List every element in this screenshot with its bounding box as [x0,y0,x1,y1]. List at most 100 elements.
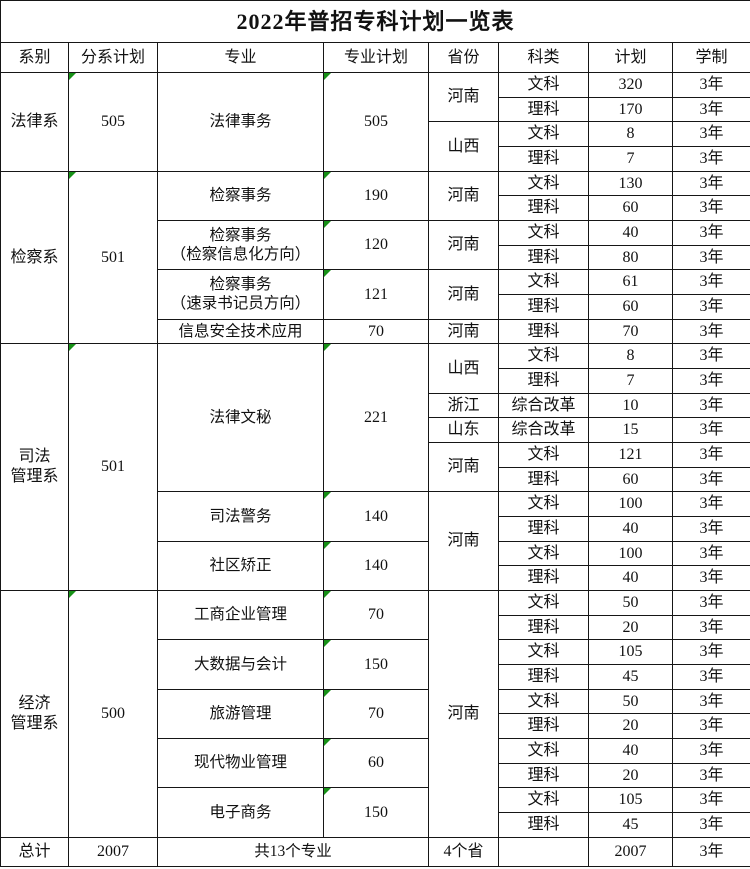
province-text: 浙江 [447,396,480,414]
duration-cell: 3年 [671,417,750,444]
major-cell: 旅游管理 [157,688,324,740]
category-text: 理科 [527,717,560,735]
duration-text: 3年 [699,297,724,315]
plan-cell: 100 [588,540,673,567]
major-plan-cell: 221 [323,343,429,493]
duration-text: 3年 [699,692,724,710]
duration-text: 3年 [699,791,724,809]
table-row: 旅游管理 70 文科 50 3年 [1,688,750,740]
duration-cell: 3年 [671,146,750,172]
duration-text: 3年 [699,643,724,661]
category-text: 理科 [527,297,560,315]
category-text: 文科 [527,495,560,513]
province-cell: 河南 [428,491,499,592]
duration-cell: 3年 [671,244,750,271]
dept-cell: 检察系 [0,170,69,345]
plan-text: 105 [618,791,643,809]
dept-plan-text: 500 [101,704,125,722]
duration-text: 3年 [699,100,724,118]
table-row: 经济 管理系 500 工商企业管理 70 河南 文科 50 3年 [0,590,750,838]
plan-cell: 10 [588,392,673,419]
duration-text: 3年 [699,223,724,241]
plan-cell: 121 [588,442,673,468]
category-text: 理科 [527,618,560,636]
duration-cell: 3年 [671,516,750,542]
plan-cell: 50 [588,688,673,715]
duration-cell: 3年 [671,491,750,518]
plan-text: 2007 [614,842,647,860]
plan-text: 7 [626,149,635,167]
plan-cell: 7 [588,368,673,394]
duration-cell: 3年 [671,812,750,838]
major-text: 电子商务 [209,803,272,821]
category-cell: 理科 [498,294,589,320]
duration-text: 3年 [699,842,724,860]
major-plan-cell: 150 [323,787,429,838]
major-text: 检察事务 （检察信息化方向） [170,226,311,263]
table-row: 检察事务 （检察信息化方向） 120 河南 文科 40 3年 [1,220,750,271]
plan-cell: 40 [588,738,673,764]
excel-flag-icon [324,172,331,179]
plan-cell: 45 [588,664,673,690]
duration-text: 3年 [699,75,724,93]
major-plan-text: 505 [364,112,388,130]
category-cell: 理科 [498,614,589,641]
table-row: 现代物业管理 60 文科 40 3年 [1,738,750,789]
category-cell: 综合改革 [498,417,589,444]
duration-cell: 3年 [671,318,750,345]
column-header-6: 计划 [588,42,673,73]
province-text: 4个省 [443,842,484,860]
category-cell: 理科 [498,466,589,493]
province-cell: 浙江 [428,392,499,419]
duration-cell: 3年 [671,614,750,641]
plan-text: 50 [622,692,639,710]
category-text: 文科 [527,174,560,192]
plan-text: 45 [622,815,639,833]
major-plan-text: 140 [364,556,388,574]
category-text: 理科 [527,322,560,340]
duration-cell: 3年 [671,762,750,789]
plan-cell: 105 [588,639,673,666]
plan-text: 61 [622,273,639,291]
category-text: 综合改革 [511,396,576,414]
plan-text: 8 [626,347,635,365]
plan-cell: 320 [588,72,673,98]
excel-flag-icon [324,270,331,278]
plan-text: 60 [622,470,639,488]
column-header-4: 省份 [428,42,499,73]
duration-text: 3年 [699,495,724,513]
province-text: 山东 [447,421,480,439]
plan-text: 20 [622,766,639,784]
plan-text: 130 [618,174,643,192]
province-text: 河南 [447,458,480,476]
category-cell: 理科 [498,146,589,172]
table-row: 理科 7 3年 [1,368,750,394]
duration-text: 3年 [699,174,724,192]
province-cell: 河南 [428,318,499,345]
category-text: 理科 [527,569,560,587]
duration-cell: 3年 [671,466,750,493]
column-header-5: 科类 [498,42,589,73]
duration-text: 3年 [699,125,724,143]
excel-flag-icon [324,73,331,80]
category-text: 理科 [527,815,560,833]
dept-plan-cell: 2007 [68,836,158,868]
excel-flag-icon [69,591,76,599]
plan-cell: 8 [588,343,673,370]
category-cell: 文科 [498,738,589,764]
major-plan-text: 190 [364,186,388,204]
province-text: 山西 [447,359,480,377]
plan-cell: 7 [588,146,673,172]
category-text: 理科 [527,149,560,167]
plan-cell: 130 [588,170,673,197]
category-cell: 文科 [498,590,589,616]
major-cell: 信息安全技术应用 [157,318,324,345]
plan-text: 70 [622,322,639,340]
category-text: 理科 [527,470,560,488]
excel-flag-icon [324,690,331,697]
excel-flag-icon [324,221,331,229]
dept-plan-cell: 501 [68,343,158,592]
column-header-1: 分系计划 [68,42,158,73]
plan-cell: 20 [588,713,673,740]
province-text: 河南 [447,88,480,106]
